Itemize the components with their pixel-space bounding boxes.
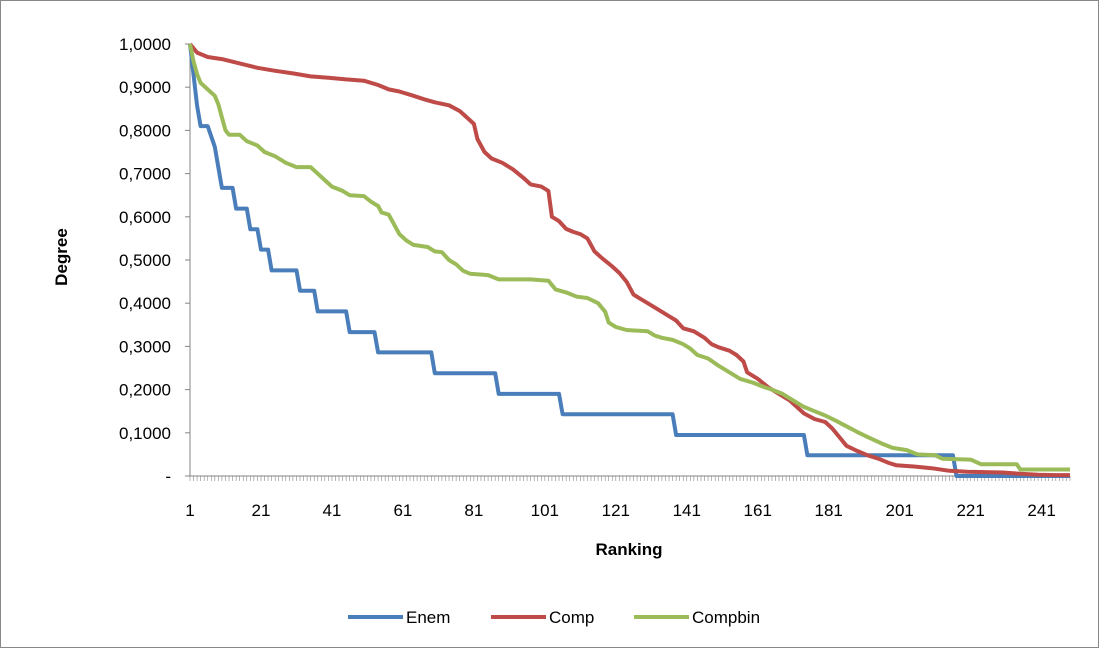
x-tick-label: 201	[885, 501, 913, 520]
x-tick-label: 241	[1027, 501, 1055, 520]
legend: Enem Comp Compbin	[348, 608, 760, 627]
x-tick-label: 181	[815, 501, 843, 520]
x-axis-title: Ranking	[595, 540, 662, 559]
x-tick-label: 161	[744, 501, 772, 520]
legend-label-compbin: Compbin	[692, 608, 760, 627]
y-tick-label: -	[165, 467, 171, 486]
x-tick-label: 1	[185, 501, 194, 520]
y-tick-label: 0,7000	[119, 165, 171, 184]
y-tick-label: 0,8000	[119, 121, 171, 140]
y-tick-label: 0,6000	[119, 208, 171, 227]
x-tick-label: 121	[602, 501, 630, 520]
series-line-compbin	[188, 43, 1070, 472]
y-tick-label: 0,2000	[119, 381, 171, 400]
x-minor-ticks	[189, 476, 1071, 481]
y-tick-label: 1,0000	[119, 35, 171, 54]
legend-label-comp: Comp	[549, 608, 594, 627]
y-ticks: - 0,1000 0,2000 0,3000 0,4000 0,5000 0,6000 0,7…	[119, 35, 190, 486]
y-tick-label: 0,4000	[119, 294, 171, 313]
x-tick-label: 221	[956, 501, 984, 520]
x-tick-label: 141	[673, 501, 701, 520]
x-tick-label: 41	[322, 501, 341, 520]
y-tick-label: 0,1000	[119, 424, 171, 443]
series-line-enem	[188, 43, 1070, 478]
x-tick-label: 21	[252, 501, 271, 520]
series-line-comp	[188, 42, 1070, 478]
x-tick-label: 101	[531, 501, 559, 520]
series-group	[188, 42, 1070, 478]
y-tick-label: 0,3000	[119, 337, 171, 356]
x-ticks: 1 21 41 61 81 101 121 141 161 181 201 221 241	[185, 501, 1056, 520]
x-tick-label: 61	[393, 501, 412, 520]
y-tick-label: 0,5000	[119, 251, 171, 270]
y-tick-label: 0,9000	[119, 78, 171, 97]
y-axis-title: Degree	[52, 228, 71, 286]
legend-label-enem: Enem	[406, 608, 450, 627]
x-tick-label: 81	[464, 501, 483, 520]
